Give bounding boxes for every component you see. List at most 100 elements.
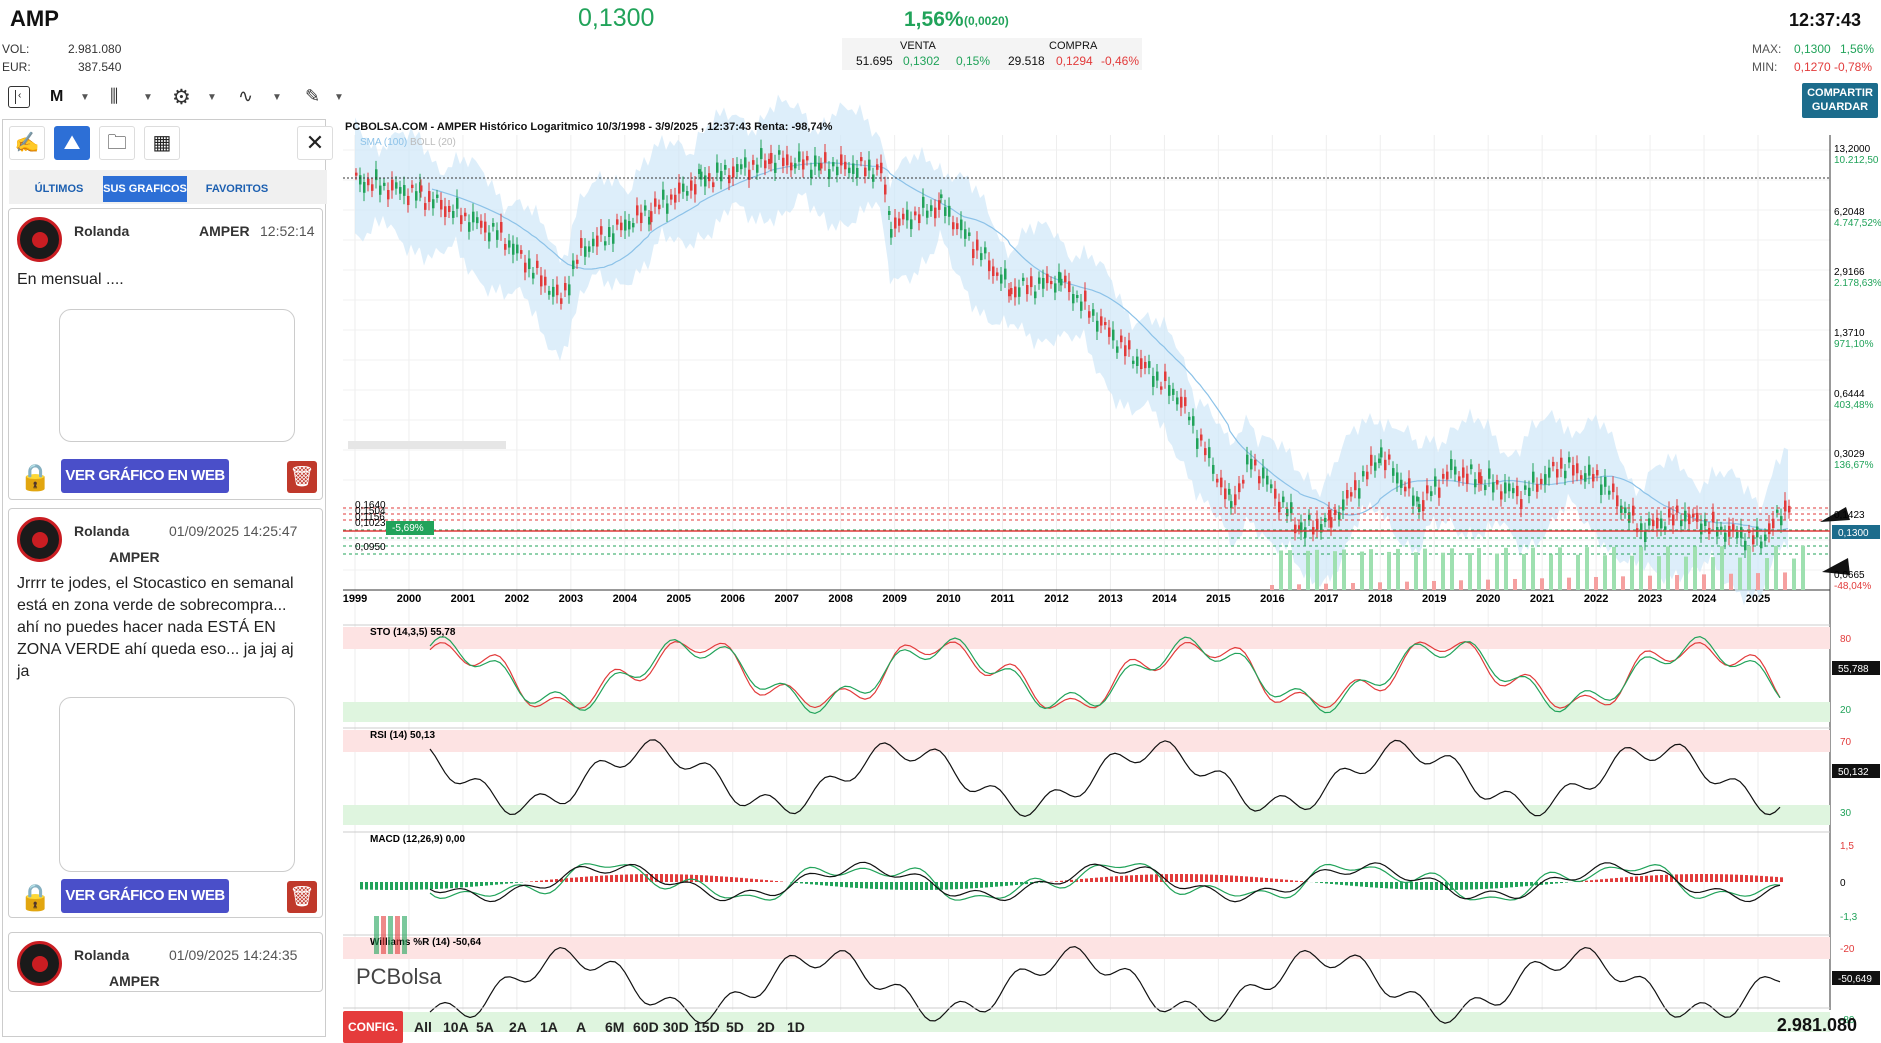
candles-icon[interactable]: ⫼ — [110, 86, 119, 106]
candle — [1258, 476, 1261, 484]
range-a[interactable]: A — [576, 1019, 587, 1035]
trash-icon[interactable]: 🗑 — [287, 461, 317, 493]
candles-caret-icon[interactable]: ▼ — [143, 92, 153, 103]
macd-histogram — [495, 882, 498, 885]
lock-icon[interactable]: 🔒 — [19, 882, 52, 912]
candle — [1474, 479, 1477, 488]
indicator-lower: -80 — [1840, 1015, 1855, 1026]
candle — [1168, 385, 1171, 396]
macd-histogram — [1100, 877, 1103, 882]
range-all[interactable]: All — [414, 1019, 432, 1035]
candle — [736, 164, 739, 173]
candle — [367, 178, 370, 186]
volume-bar — [1441, 552, 1445, 590]
macd-histogram — [1080, 878, 1083, 882]
indicator-title: MACD (12,26,9) 0,00 — [370, 834, 465, 845]
candle — [650, 211, 653, 223]
tab-ultimos[interactable]: ÚLTIMOS — [34, 183, 84, 195]
range-6m[interactable]: 6M — [605, 1019, 625, 1035]
chart-thumbnail[interactable] — [59, 697, 295, 872]
candle — [868, 159, 871, 171]
macd-histogram — [845, 882, 848, 888]
candle — [1346, 490, 1349, 499]
gear-caret-icon[interactable]: ▼ — [207, 92, 217, 103]
view-web-button[interactable]: VER GRÁFICO EN WEB — [61, 459, 229, 493]
chart-legend: SMA (100) BOLL (20) — [360, 137, 456, 148]
draw-chart-icon[interactable]: ✍ — [9, 126, 45, 160]
macd-histogram — [1705, 874, 1708, 882]
candle — [1230, 501, 1233, 509]
indicator-lower: 20 — [1840, 705, 1852, 716]
macd-histogram — [835, 882, 838, 887]
tab-sus-graficos[interactable]: SUS GRAFICOS — [103, 176, 187, 202]
view-web-button[interactable]: VER GRÁFICO EN WEB — [61, 879, 229, 913]
macd-histogram — [1070, 879, 1073, 882]
calendar-icon[interactable]: ▦ — [144, 126, 180, 160]
volume-bar — [1360, 551, 1364, 590]
candle — [1140, 358, 1143, 370]
chart-thumbnail[interactable] — [59, 309, 295, 442]
range-2a[interactable]: 2A — [509, 1019, 527, 1035]
share-save-button[interactable]: COMPARTIR GUARDAR — [1802, 83, 1878, 118]
range-30d[interactable]: 30D — [663, 1019, 689, 1035]
macd-histogram — [955, 882, 958, 890]
macd-histogram — [1035, 882, 1038, 884]
indicator-icon[interactable]: ∿ — [238, 86, 254, 106]
range-2d[interactable]: 2D — [757, 1019, 775, 1035]
legend-boll: BOLL (20) — [410, 137, 456, 148]
macd-histogram — [485, 882, 488, 886]
candle — [387, 190, 390, 200]
macd-histogram — [540, 880, 543, 882]
card-symbol: AMPER — [199, 223, 250, 239]
candle — [375, 169, 378, 181]
indicator-caret-icon[interactable]: ▼ — [272, 92, 282, 103]
range-1a[interactable]: 1A — [540, 1019, 558, 1035]
lock-icon[interactable]: 🔒 — [19, 462, 52, 492]
macd-histogram — [920, 882, 923, 890]
candle — [484, 221, 487, 233]
macd-histogram — [1130, 875, 1133, 882]
range-15d[interactable]: 15D — [694, 1019, 720, 1035]
gear-icon[interactable]: ⚙ — [172, 86, 191, 109]
range-5d[interactable]: 5D — [726, 1019, 744, 1035]
macd-histogram — [440, 882, 443, 889]
macd-histogram — [870, 882, 873, 889]
venta-price: 0,1302 — [903, 54, 940, 68]
folder-settings-icon[interactable]: 🗀 — [99, 126, 135, 160]
macd-histogram — [380, 882, 383, 890]
close-icon[interactable]: ✕ — [297, 126, 333, 160]
range-60d[interactable]: 60D — [633, 1019, 659, 1035]
candle — [938, 200, 941, 210]
range-10a[interactable]: 10A — [443, 1019, 469, 1035]
candle — [674, 194, 677, 203]
candle — [836, 166, 839, 176]
venta-label: VENTA — [900, 40, 936, 52]
trash-icon[interactable]: 🗑 — [287, 881, 317, 913]
indicator-line — [429, 739, 1781, 818]
candle — [1080, 301, 1083, 311]
period-selector[interactable]: M — [50, 88, 64, 105]
draw-pencil-icon[interactable]: ✎ — [305, 86, 321, 106]
year-label: 2000 — [397, 593, 421, 605]
tab-favoritos[interactable]: FAVORITOS — [205, 183, 269, 195]
candle — [456, 197, 459, 209]
macd-histogram — [410, 882, 413, 890]
macd-histogram — [445, 882, 448, 889]
range-1d[interactable]: 1D — [787, 1019, 805, 1035]
candle — [592, 238, 595, 247]
macd-histogram — [1465, 882, 1468, 890]
mountain-chart-icon[interactable]: ⛰ — [54, 126, 90, 160]
candle — [1478, 472, 1481, 484]
candle — [1458, 476, 1461, 482]
range-5a[interactable]: 5A — [476, 1019, 494, 1035]
candle — [1374, 462, 1377, 471]
toggle-panel-icon[interactable]: ‹ — [8, 86, 30, 108]
macd-histogram — [795, 882, 798, 883]
volume-bar — [1702, 574, 1706, 590]
period-caret-icon[interactable]: ▼ — [80, 92, 90, 103]
config-button[interactable]: CONFIG. — [343, 1011, 403, 1043]
candle — [1234, 494, 1237, 506]
draw-caret-icon[interactable]: ▼ — [334, 92, 344, 103]
price-tick: 0,1423 — [1834, 510, 1865, 521]
